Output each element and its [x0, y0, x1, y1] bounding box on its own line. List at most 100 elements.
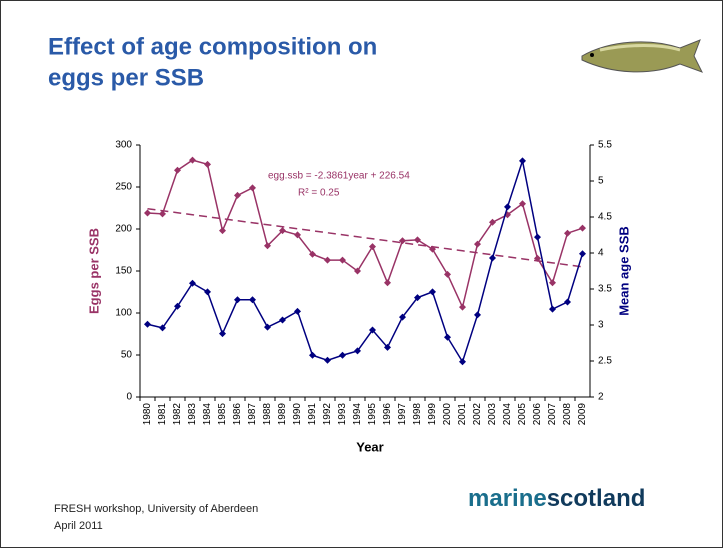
y2-axis-label: Mean age SSB [616, 226, 631, 316]
point [249, 184, 256, 192]
point [204, 160, 211, 168]
x-tick-label: 2006 [532, 403, 543, 426]
point [414, 294, 421, 302]
slide-title: Effect of age composition on [48, 33, 377, 60]
x-tick-label: 2008 [562, 403, 573, 426]
logo-part: marine [468, 485, 547, 512]
point [534, 254, 541, 262]
point [579, 250, 586, 258]
point [474, 311, 481, 319]
point [309, 250, 316, 258]
y2-tick-label: 2.5 [598, 356, 612, 367]
point [384, 343, 391, 351]
point [354, 347, 361, 355]
x-tick-label: 1993 [337, 403, 348, 426]
trend-line [147, 207, 583, 268]
point [399, 237, 406, 245]
point [264, 242, 271, 250]
point [399, 313, 406, 321]
point [549, 305, 556, 313]
point [354, 267, 361, 275]
point [489, 218, 496, 226]
point [504, 203, 511, 211]
x-tick-label: 2007 [547, 403, 558, 426]
y-tick-label: 200 [115, 224, 132, 235]
slide-title: eggs per SSB [48, 64, 204, 91]
y2-tick-label: 3.5 [598, 284, 612, 295]
x-tick-label: 1991 [307, 403, 318, 426]
x-tick-label: 1988 [262, 403, 273, 426]
x-tick-label: 2001 [457, 403, 468, 426]
x-tick-label: 1986 [232, 403, 243, 426]
series-line [147, 159, 583, 310]
point [189, 156, 196, 164]
point [204, 288, 211, 296]
point [324, 256, 331, 264]
footer-text: April 2011 [54, 520, 103, 532]
y2-tick-label: 5 [598, 176, 604, 187]
point [294, 307, 301, 315]
x-tick-label: 1990 [292, 403, 303, 426]
x-tick-label: 1980 [142, 403, 153, 426]
point [309, 351, 316, 359]
point [279, 316, 286, 324]
point [474, 240, 481, 248]
x-tick-label: 2004 [502, 403, 513, 426]
point [429, 245, 436, 253]
x-tick-label: 1985 [217, 403, 228, 426]
point [234, 191, 241, 199]
x-tick-label: 1984 [202, 403, 213, 426]
point [339, 256, 346, 264]
point [279, 227, 286, 235]
x-tick-label: 1989 [277, 403, 288, 426]
x-tick-label: 1981 [157, 403, 168, 426]
x-tick-label: 1995 [367, 403, 378, 426]
y-tick-label: 300 [115, 140, 132, 151]
x-tick-label: 1998 [412, 403, 423, 426]
x-tick-label: 1992 [322, 403, 333, 426]
x-tick-label: 1994 [352, 403, 363, 426]
point [294, 231, 301, 239]
point [549, 279, 556, 287]
point [369, 243, 376, 251]
y-tick-label: 100 [115, 308, 132, 319]
point [429, 288, 436, 296]
point [234, 296, 241, 304]
point [564, 298, 571, 306]
point [459, 303, 466, 311]
y-axis-label: Eggs per SSB [86, 228, 101, 314]
point [369, 326, 376, 334]
y2-tick-label: 2 [598, 392, 604, 403]
point [159, 324, 166, 332]
x-tick-label: 1996 [382, 403, 393, 426]
x-tick-label: 1997 [397, 403, 408, 426]
y2-tick-label: 4 [598, 248, 604, 259]
point [519, 200, 526, 208]
x-tick-label: 2003 [487, 403, 498, 426]
point [144, 320, 151, 328]
x-tick-label: 1999 [427, 403, 438, 426]
y-tick-label: 50 [121, 350, 133, 361]
y-tick-label: 250 [115, 182, 132, 193]
x-tick-label: 2000 [442, 403, 453, 426]
point [519, 157, 526, 165]
point [324, 356, 331, 364]
point [384, 279, 391, 287]
y2-tick-label: 4.5 [598, 212, 612, 223]
point [564, 229, 571, 237]
point [159, 210, 166, 218]
y2-tick-label: 3 [598, 320, 604, 331]
logo-part: scotland [547, 485, 646, 512]
point [174, 166, 181, 174]
point [579, 224, 586, 232]
x-axis-label: Year [356, 439, 383, 454]
point [459, 358, 466, 366]
x-tick-label: 2009 [577, 403, 588, 426]
point [219, 227, 226, 235]
x-tick-label: 1982 [172, 403, 183, 426]
y2-tick-label: 5.5 [598, 140, 612, 151]
trend-r2: R² = 0.25 [298, 188, 340, 199]
fish-image [581, 39, 704, 73]
